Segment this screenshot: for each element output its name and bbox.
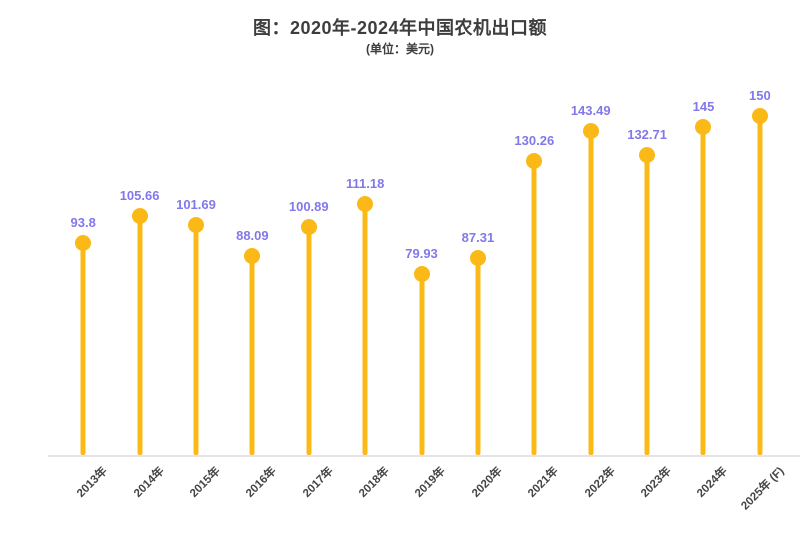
value-label: 132.71: [627, 127, 667, 142]
x-axis-label: 2014年: [131, 465, 167, 500]
x-axis-label: 2017年: [300, 465, 336, 500]
value-label: 105.66: [119, 188, 160, 203]
stem-bar: [193, 225, 199, 455]
lollipop-column: 93.8 2013年: [55, 80, 111, 500]
x-axis-label: 2020年: [469, 465, 505, 500]
data-point-dot: [131, 208, 148, 224]
lollipop-column: 130.26 2021年: [506, 80, 562, 500]
value-label: 143.49: [570, 103, 611, 118]
stem-bar: [306, 227, 312, 455]
stem-bar: [644, 155, 650, 455]
stem-bar: [419, 274, 425, 455]
x-axis-label: 2024年: [695, 465, 731, 500]
data-point-dot: [357, 196, 374, 212]
lollipop-column: 143.49 2022年: [563, 80, 619, 500]
value-label: 100.89: [288, 199, 329, 214]
stem-bar: [362, 204, 368, 455]
value-label: 101.69: [176, 197, 216, 212]
lollipop-column: 150 2025年 (F): [732, 80, 788, 512]
lollipop-column: 79.93 2019年: [393, 80, 449, 500]
value-label: 111.18: [345, 176, 385, 191]
data-point-dot: [187, 217, 204, 233]
stem-bar: [588, 131, 594, 455]
data-point-dot: [751, 108, 768, 124]
lollipop-column: 105.66 2014年: [111, 80, 167, 500]
x-axis-label: 2022年: [582, 465, 618, 500]
value-label: 87.31: [461, 230, 495, 245]
data-point-dot: [244, 248, 261, 264]
chart-unit-subtitle: (单位：美元): [366, 42, 434, 56]
value-label: 88.09: [236, 228, 269, 243]
x-axis-label: 2021年: [526, 465, 561, 500]
data-point-dot: [582, 123, 599, 139]
stem-bar: [137, 216, 143, 455]
x-axis-label: 2015年: [187, 465, 223, 500]
lollipop-column: 87.31 2020年: [450, 80, 506, 500]
chart-title: 图：2020年-2024年中国农机出口额: [252, 18, 548, 38]
x-axis-line: [48, 455, 800, 457]
data-point-dot: [75, 235, 92, 251]
value-label: 130.26: [514, 133, 555, 148]
x-axis-label: 2019年: [413, 465, 449, 500]
lollipop-column: 145 2024年: [675, 80, 731, 500]
value-label: 150: [749, 88, 771, 103]
stem-bar: [249, 256, 255, 455]
plot-area: 93.8 2013年 105.66 2014年 101.69 2015年 88.09 2016…: [55, 80, 788, 512]
stem-bar: [700, 127, 706, 455]
stem-bar: [80, 243, 86, 455]
x-axis-label: 2023年: [639, 465, 674, 500]
x-axis-label: 2018年: [357, 465, 392, 500]
data-point-dot: [469, 250, 486, 266]
lollipop-column: 100.89 2017年: [281, 80, 337, 500]
x-axis-label: 2016年: [244, 465, 279, 500]
value-label: 145: [692, 99, 715, 114]
data-point-dot: [526, 153, 543, 169]
stem-bar: [531, 161, 537, 455]
value-label: 79.93: [405, 246, 438, 261]
data-point-dot: [300, 219, 317, 235]
stem-bar: [757, 116, 763, 455]
stem-bar: [475, 258, 481, 455]
lollipop-column: 111.18 2018年: [337, 80, 393, 500]
data-point-dot: [413, 266, 430, 282]
x-axis-label: 2013年: [75, 465, 110, 500]
data-point-dot: [639, 147, 656, 163]
lollipop-column: 132.71 2023年: [619, 80, 675, 500]
data-point-dot: [695, 119, 712, 135]
x-axis-label: 2025年 (F): [739, 465, 787, 513]
value-label: 93.8: [70, 215, 96, 230]
lollipop-column: 101.69 2015年: [168, 80, 224, 500]
lollipop-column: 88.09 2016年: [224, 80, 280, 500]
